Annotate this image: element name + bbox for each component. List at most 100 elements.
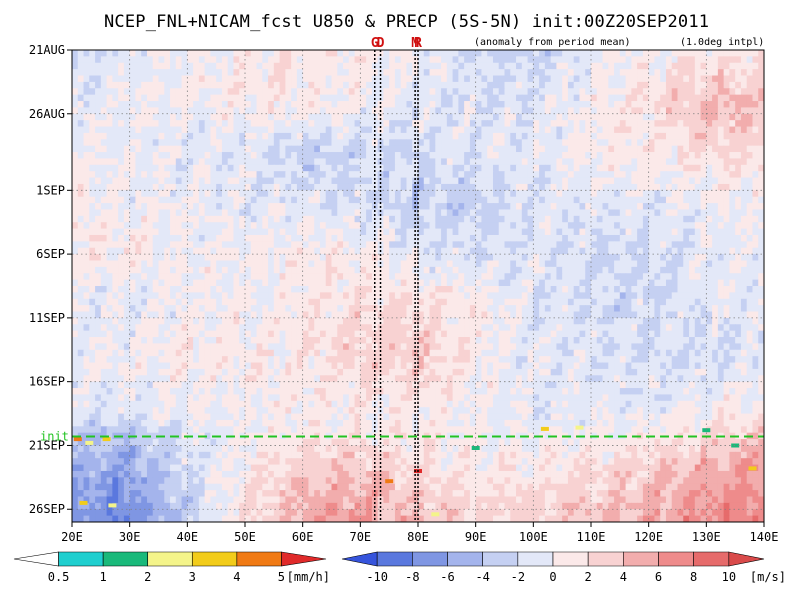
field-cell bbox=[210, 88, 217, 96]
field-cell bbox=[146, 145, 154, 153]
field-cell bbox=[268, 241, 275, 249]
field-cell bbox=[694, 75, 702, 83]
field-cell bbox=[625, 81, 632, 89]
field-cell bbox=[458, 62, 465, 70]
field-cell bbox=[637, 164, 644, 172]
field-cell bbox=[418, 260, 425, 268]
field-cell bbox=[689, 222, 696, 230]
field-cell bbox=[614, 164, 621, 172]
field-cell bbox=[273, 113, 281, 121]
field-cell bbox=[435, 286, 442, 293]
field-cell bbox=[77, 88, 85, 96]
field-cell bbox=[694, 177, 702, 185]
field-cell bbox=[510, 273, 517, 281]
field-cell bbox=[608, 120, 615, 128]
field-cell bbox=[423, 222, 431, 230]
field-cell bbox=[492, 196, 500, 204]
field-cell bbox=[406, 292, 413, 300]
field-cell bbox=[498, 183, 506, 191]
field-cell bbox=[585, 222, 592, 230]
field-cell bbox=[285, 50, 292, 57]
field-cell bbox=[193, 241, 200, 249]
field-cell bbox=[256, 101, 263, 109]
field-cell bbox=[135, 107, 142, 115]
field-cell bbox=[729, 183, 736, 191]
field-cell bbox=[239, 164, 246, 172]
field-cell bbox=[245, 305, 252, 313]
field-cell bbox=[314, 94, 321, 102]
field-cell bbox=[273, 81, 281, 89]
field-cell bbox=[233, 183, 240, 191]
field-cell bbox=[475, 241, 483, 249]
field-cell bbox=[141, 305, 148, 313]
field-cell bbox=[614, 241, 621, 249]
field-cell bbox=[164, 164, 171, 172]
field-cell bbox=[164, 209, 171, 217]
field-cell bbox=[550, 126, 557, 134]
field-cell bbox=[279, 203, 286, 211]
field-cell bbox=[279, 215, 286, 223]
field-cell bbox=[273, 69, 281, 77]
field-cell bbox=[204, 247, 211, 255]
field-cell bbox=[614, 190, 621, 198]
field-cell bbox=[383, 234, 390, 242]
field-cell bbox=[435, 228, 442, 236]
field-cell bbox=[556, 305, 563, 313]
field-cell bbox=[648, 305, 656, 313]
field-cell bbox=[458, 183, 465, 191]
field-cell bbox=[567, 177, 575, 185]
field-cell bbox=[371, 241, 379, 249]
field-cell bbox=[366, 56, 373, 64]
field-cell bbox=[510, 126, 517, 134]
field-cell bbox=[146, 107, 154, 115]
field-cell bbox=[677, 113, 684, 121]
field-cell bbox=[72, 305, 79, 313]
field-cell bbox=[77, 81, 85, 89]
field-cell bbox=[262, 292, 269, 300]
field-cell bbox=[689, 298, 696, 306]
field-cell bbox=[325, 120, 333, 128]
field-cell bbox=[579, 260, 586, 268]
field-cell bbox=[319, 62, 327, 70]
field-cell bbox=[146, 62, 154, 70]
field-cell bbox=[446, 145, 454, 153]
field-cell bbox=[694, 247, 702, 255]
field-cell bbox=[135, 247, 142, 255]
field-cell bbox=[464, 203, 471, 211]
field-cell bbox=[706, 50, 713, 57]
field-cell bbox=[700, 56, 707, 64]
field-cell bbox=[308, 247, 315, 255]
field-cell bbox=[210, 286, 217, 293]
field-cell bbox=[158, 145, 165, 153]
field-cell bbox=[95, 120, 102, 128]
field-cell bbox=[118, 56, 125, 64]
field-cell bbox=[625, 234, 632, 242]
field-cell bbox=[648, 266, 656, 274]
field-cell bbox=[198, 196, 206, 204]
field-cell bbox=[596, 145, 604, 153]
field-cell bbox=[181, 273, 188, 281]
field-cell bbox=[216, 120, 223, 128]
field-cell bbox=[377, 286, 384, 293]
field-cell bbox=[118, 139, 125, 147]
field-cell bbox=[631, 101, 638, 109]
field-cell bbox=[325, 196, 333, 204]
field-cell bbox=[631, 196, 638, 204]
field-cell bbox=[400, 164, 408, 172]
field-cell bbox=[123, 56, 131, 64]
field-cell bbox=[187, 183, 194, 191]
field-cell bbox=[619, 139, 627, 147]
field-cell bbox=[337, 126, 344, 134]
field-cell bbox=[273, 241, 281, 249]
field-cell bbox=[204, 158, 211, 166]
field-cell bbox=[135, 152, 142, 160]
field-cell bbox=[170, 254, 177, 262]
field-cell bbox=[389, 190, 396, 198]
field-cell bbox=[170, 215, 177, 223]
field-cell bbox=[325, 279, 333, 287]
field-cell bbox=[550, 145, 557, 153]
field-cell bbox=[469, 190, 477, 198]
field-cell bbox=[325, 69, 333, 77]
field-cell bbox=[366, 260, 373, 268]
field-cell bbox=[585, 273, 592, 281]
